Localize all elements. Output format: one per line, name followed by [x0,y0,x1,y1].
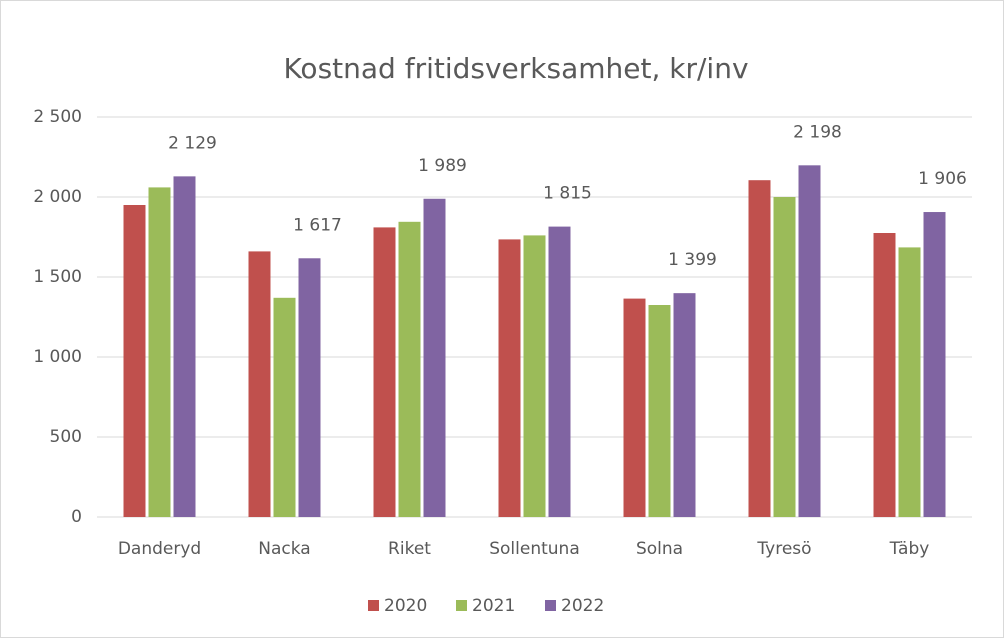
bar [398,221,421,518]
bar [523,235,546,517]
bar [923,212,946,518]
bar [123,205,146,517]
data-label: 1 617 [293,215,342,235]
legend-swatch [545,600,556,611]
bar [873,233,896,517]
y-tick-label: 500 [50,427,82,447]
bar [298,258,321,517]
bar [173,176,196,518]
bar [623,298,646,517]
legend-label: 2022 [561,596,604,616]
data-label: 1 815 [543,184,592,204]
legend-swatch [368,600,379,611]
y-tick-label: 2 000 [33,187,82,207]
legend-label: 2020 [384,596,427,616]
data-label: 1 399 [668,250,717,270]
bar [373,227,396,517]
bar [773,197,796,517]
data-label: 2 198 [793,122,842,142]
bar [548,226,571,517]
bar [673,293,696,517]
bar [498,239,521,517]
bar [273,297,296,517]
bar [148,187,171,517]
y-tick-label: 0 [71,507,82,527]
legend-label: 2021 [472,596,515,616]
data-label: 2 129 [168,133,217,153]
x-tick-label: Täby [889,539,930,559]
data-label: 1 989 [418,156,467,176]
y-tick-label: 2 500 [33,107,82,127]
y-tick-label: 1 500 [33,267,82,287]
x-tick-label: Solna [636,539,683,559]
data-label: 1 906 [918,169,967,189]
bar [248,251,271,517]
chart-title: Kostnad fritidsverksamhet, kr/inv [283,52,748,85]
bar [798,165,821,517]
x-tick-label: Danderyd [118,539,201,559]
x-tick-label: Sollentuna [489,539,580,559]
y-tick-label: 1 000 [33,347,82,367]
x-tick-label: Tyresö [756,539,811,559]
legend-swatch [456,600,467,611]
x-tick-label: Nacka [258,539,310,559]
bar [423,198,446,517]
x-tick-label: Riket [388,539,431,559]
bar [898,247,921,517]
bar [648,305,671,517]
bar [748,180,771,517]
